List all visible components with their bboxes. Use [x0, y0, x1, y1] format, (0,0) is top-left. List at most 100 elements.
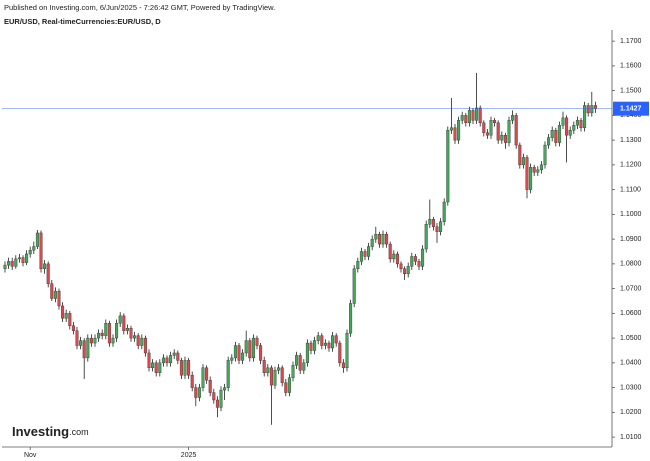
candle-body: [410, 256, 414, 267]
plot-area: [3, 72, 597, 425]
candle-body: [496, 122, 500, 141]
candle-body: [439, 221, 443, 232]
candle-body: [561, 117, 565, 126]
candle-body: [68, 313, 72, 326]
candle-body: [493, 120, 497, 124]
candle-body: [593, 105, 597, 109]
candle-body: [7, 261, 11, 266]
candle-body: [50, 283, 54, 299]
y-tick-label: 1.1200: [620, 162, 642, 169]
candle-body: [151, 362, 155, 369]
candle-body: [115, 323, 119, 339]
candle-body: [421, 248, 425, 267]
candle-body: [190, 375, 194, 388]
candle-body: [590, 105, 594, 114]
candle-body: [147, 352, 151, 369]
candle-body: [392, 253, 396, 260]
candle-body: [532, 167, 536, 173]
candle-body: [212, 392, 216, 401]
candle-body: [269, 367, 273, 386]
candle-body: [205, 367, 209, 381]
candle-body: [172, 352, 176, 356]
candle-body: [482, 122, 486, 133]
candle-body: [10, 261, 14, 267]
candle-body: [201, 367, 205, 388]
candle-body: [223, 387, 227, 391]
candle-body: [118, 315, 122, 324]
candle-body: [511, 115, 515, 121]
candle-body: [61, 305, 65, 319]
candle-body: [338, 342, 342, 364]
y-tick-label: 1.1700: [620, 38, 642, 45]
candle-body: [575, 120, 579, 126]
candle-body: [557, 125, 561, 143]
candle-body: [417, 261, 421, 267]
candle-body: [215, 399, 219, 408]
candle-body: [158, 362, 162, 373]
candle-body: [485, 132, 489, 136]
candle-body: [259, 345, 263, 361]
candle-body: [97, 332, 101, 339]
candle-body: [266, 367, 270, 373]
candle-body: [323, 342, 327, 346]
y-tick-label: 1.1000: [620, 211, 642, 218]
candle-body: [53, 290, 57, 299]
candle-body: [471, 110, 475, 121]
y-tick-label: 1.0500: [620, 335, 642, 342]
x-tick-label: 2025: [181, 452, 197, 459]
candle-body: [208, 379, 212, 393]
logo-main: Investing: [12, 424, 69, 439]
candle-body: [446, 130, 450, 203]
candle-body: [305, 342, 309, 364]
candle-body: [370, 238, 374, 247]
candle-body: [442, 201, 446, 222]
candle-body: [194, 387, 198, 398]
candle-body: [309, 342, 313, 351]
candle-body: [572, 125, 576, 131]
candle-body: [356, 261, 360, 270]
candle-body: [345, 332, 349, 369]
candle-body: [543, 144, 547, 166]
candle-body: [583, 105, 587, 128]
candle-body: [244, 340, 248, 354]
candle-body: [302, 362, 306, 371]
candle-body: [21, 257, 25, 263]
candle-body: [586, 105, 590, 114]
candle-body: [449, 127, 453, 131]
candle-body: [399, 263, 403, 270]
candle-body: [536, 169, 540, 173]
published-note: Published on Investing.com, 6/Jun/2025 -…: [4, 3, 275, 12]
candle-body: [518, 144, 522, 166]
candle-body: [32, 246, 36, 251]
candle-body: [320, 335, 324, 346]
x-tick-label: Nov: [24, 452, 37, 459]
candle-body: [71, 325, 75, 331]
candle-body: [248, 340, 252, 359]
candle-body: [316, 335, 320, 341]
candle-body: [381, 233, 385, 245]
candle-body: [79, 340, 83, 346]
candle-body: [219, 389, 223, 408]
last-price-label: 1.1427: [620, 106, 642, 113]
candle-body: [237, 345, 241, 361]
candle-body: [525, 157, 529, 190]
candle-body: [273, 370, 277, 386]
candle-body: [568, 130, 572, 136]
candle-body: [125, 328, 129, 331]
candle-body: [514, 115, 518, 146]
y-tick-label: 1.1300: [620, 137, 642, 144]
candle-body: [100, 332, 104, 336]
candle-body: [107, 323, 111, 344]
candle-body: [89, 337, 93, 344]
candle-body: [435, 226, 439, 232]
candle-body: [478, 107, 482, 124]
candle-body: [129, 328, 133, 339]
candle-body: [377, 233, 381, 245]
candle-body: [313, 340, 317, 351]
candle-body: [395, 253, 399, 265]
logo: Investing.com: [12, 424, 89, 439]
candle-body: [251, 337, 255, 359]
candle-body: [424, 224, 428, 250]
y-tick-label: 1.1100: [620, 186, 641, 193]
candle-body: [428, 219, 432, 225]
